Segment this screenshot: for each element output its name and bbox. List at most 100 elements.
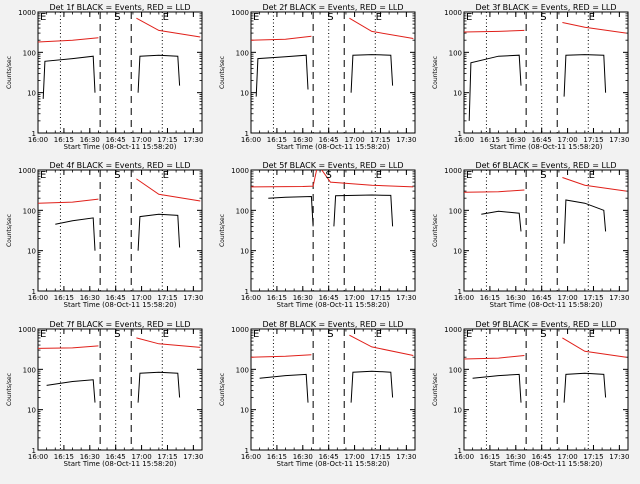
plot-frame (250, 328, 416, 451)
x-tick-label: 16:00 (454, 294, 474, 302)
y-axis-label: Counts/sec (219, 214, 226, 247)
x-tick-label: 16:00 (28, 453, 48, 461)
x-tick-label: 16:30 (506, 294, 526, 302)
y-tick-label: 1000 (18, 167, 36, 175)
x-tick-label: 16:30 (506, 136, 526, 144)
panel-det-3: Det 3f BLACK = Events, RED = LLD Counts/s… (432, 3, 629, 151)
series-events-line (563, 372, 607, 403)
y-tick-label: 1 (32, 130, 36, 138)
panel-det-8: Det 8f BLACK = Events, RED = LLD Counts/s… (219, 320, 416, 468)
x-tick-label: 17:15 (370, 136, 390, 144)
x-tick-label: 16:45 (319, 453, 339, 461)
series-lld-line (463, 355, 525, 360)
y-tick-label: 100 (449, 366, 462, 374)
y-tick-label: 10 (240, 248, 249, 256)
series-lld-line (37, 345, 99, 349)
x-tick-label: 16:45 (532, 453, 552, 461)
x-tick-label: 16:15 (267, 453, 287, 461)
flag-marker-e: E (376, 329, 382, 340)
series-lld-line (37, 37, 99, 43)
y-tick-label: 1 (458, 130, 462, 138)
x-axis-label: Start Time (08-Oct-11 15:58:20) (277, 143, 390, 151)
y-tick-label: 1 (458, 447, 462, 455)
panel-det-1: Det 1f BLACK = Events, RED = LLD Counts/s… (6, 3, 203, 151)
x-tick-label: 17:30 (609, 136, 629, 144)
x-tick-label: 17:00 (131, 453, 151, 461)
panel-det-6: Det 6f BLACK = Events, RED = LLD Counts/s… (432, 161, 629, 309)
flag-marker-e: E (40, 12, 46, 23)
flag-marker-e: E (163, 170, 169, 181)
y-axis-label: Counts/sec (432, 214, 439, 247)
series-lld-line (250, 35, 312, 41)
y-tick-label: 1000 (231, 167, 249, 175)
x-axis-label: Start Time (08-Oct-11 15:58:20) (490, 301, 603, 309)
x-tick-label: 17:15 (370, 294, 390, 302)
x-tick-label: 16:00 (28, 136, 48, 144)
series-events-line (350, 370, 394, 403)
flag-marker-e: E (466, 329, 472, 340)
x-tick-label: 16:00 (241, 453, 261, 461)
series-events-line (333, 194, 394, 227)
x-tick-label: 16:30 (293, 453, 313, 461)
plot-frame (463, 169, 629, 292)
x-tick-label: 16:30 (506, 453, 526, 461)
series-lld-line (37, 198, 99, 204)
series-events-line (350, 54, 394, 93)
plot-frame (37, 328, 203, 451)
panel-det-7: Det 7f BLACK = Events, RED = LLD Counts/s… (6, 320, 203, 468)
flag-marker-s: S (540, 329, 546, 340)
y-tick-label: 10 (27, 248, 36, 256)
x-tick-label: 17:15 (583, 136, 603, 144)
x-tick-label: 16:00 (454, 453, 474, 461)
plot-frame (463, 11, 629, 134)
series-events-line (468, 54, 522, 121)
x-tick-label: 16:45 (106, 136, 126, 144)
x-tick-label: 17:30 (183, 453, 203, 461)
x-tick-label: 16:45 (106, 294, 126, 302)
y-tick-label: 1000 (18, 9, 36, 17)
plot-title: Det 1f BLACK = Events, RED = LLD (49, 3, 190, 12)
y-tick-label: 1 (245, 447, 249, 455)
x-tick-label: 16:00 (241, 294, 261, 302)
x-tick-label: 16:00 (454, 136, 474, 144)
x-tick-label: 16:15 (54, 136, 74, 144)
series-lld-line (349, 334, 414, 356)
x-tick-label: 17:00 (131, 136, 151, 144)
series-lld-line (463, 29, 525, 33)
x-tick-label: 16:15 (54, 453, 74, 461)
plot-title: Det 2f BLACK = Events, RED = LLD (262, 3, 403, 12)
y-tick-label: 1 (458, 288, 462, 296)
series-lld-line (136, 17, 201, 38)
x-tick-label: 16:30 (80, 453, 100, 461)
y-tick-label: 10 (27, 407, 36, 415)
plot-title: Det 5f BLACK = Events, RED = LLD (262, 161, 403, 170)
series-lld-line (136, 337, 201, 348)
series-events-line (137, 54, 181, 93)
series-events-line (137, 371, 181, 403)
x-tick-label: 17:00 (557, 136, 577, 144)
x-tick-label: 16:15 (267, 294, 287, 302)
flag-marker-s: S (114, 329, 120, 340)
flag-marker-s: S (327, 12, 333, 23)
y-tick-label: 100 (236, 49, 249, 57)
y-tick-label: 1000 (231, 326, 249, 334)
flag-marker-e: E (163, 12, 169, 23)
flag-marker-s: S (327, 329, 333, 340)
x-tick-label: 17:00 (557, 453, 577, 461)
x-tick-label: 16:15 (480, 136, 500, 144)
series-lld-line (349, 17, 414, 39)
series-events-line (137, 213, 181, 251)
series-events-line (55, 217, 96, 251)
x-tick-label: 17:30 (396, 136, 416, 144)
x-tick-label: 16:45 (319, 294, 339, 302)
x-tick-label: 16:30 (293, 136, 313, 144)
flag-marker-s: S (114, 12, 120, 23)
plot-title: Det 3f BLACK = Events, RED = LLD (475, 3, 616, 12)
x-tick-label: 17:00 (557, 294, 577, 302)
y-axis-label: Counts/sec (432, 56, 439, 89)
y-tick-label: 100 (236, 366, 249, 374)
y-tick-label: 100 (449, 49, 462, 57)
series-events-line (46, 379, 96, 403)
panel-det-9: Det 9f BLACK = Events, RED = LLD Counts/s… (432, 320, 629, 468)
